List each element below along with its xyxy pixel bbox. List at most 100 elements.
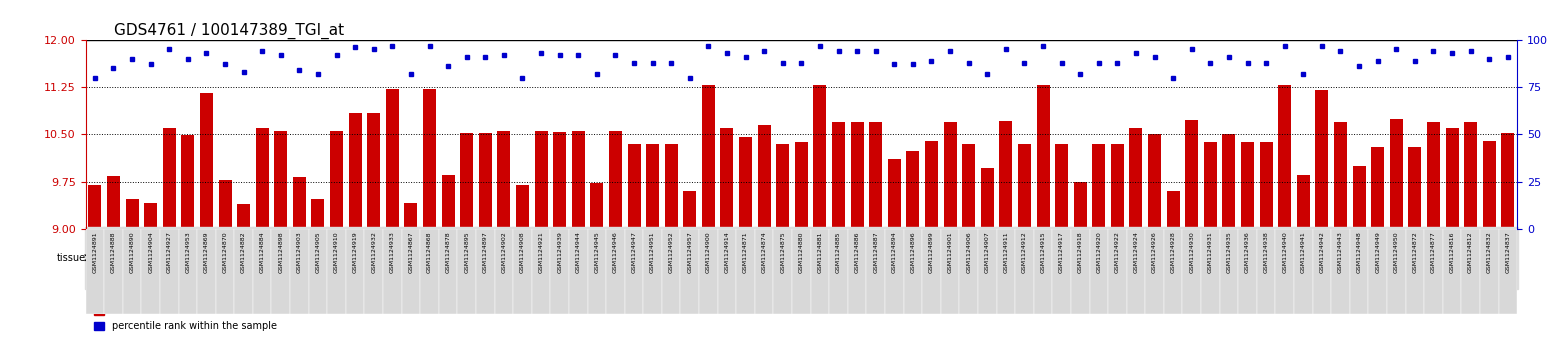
Text: GSM1124886: GSM1124886 <box>854 231 859 273</box>
Text: GSM1124905: GSM1124905 <box>316 231 321 273</box>
Text: GSM1124932: GSM1124932 <box>372 231 377 273</box>
FancyBboxPatch shape <box>345 229 364 314</box>
FancyBboxPatch shape <box>1424 229 1442 314</box>
Bar <box>1390 119 1404 229</box>
Text: GSM1124922: GSM1124922 <box>1116 231 1120 273</box>
Text: asc
ite
me
tast: asc ite me tast <box>87 238 103 278</box>
Bar <box>720 128 733 229</box>
Text: GSM1124911: GSM1124911 <box>1004 231 1008 273</box>
Text: GSM1124947: GSM1124947 <box>632 231 636 273</box>
Bar <box>943 122 957 229</box>
Text: GSM1124867: GSM1124867 <box>408 231 414 273</box>
Text: GSM1124921: GSM1124921 <box>538 231 543 273</box>
Text: GSM1124951: GSM1124951 <box>650 231 655 273</box>
FancyBboxPatch shape <box>308 229 327 314</box>
FancyBboxPatch shape <box>1033 229 1052 314</box>
FancyBboxPatch shape <box>569 229 588 314</box>
Bar <box>646 144 660 229</box>
Bar <box>776 144 789 229</box>
FancyBboxPatch shape <box>476 229 699 287</box>
FancyBboxPatch shape <box>1405 229 1517 287</box>
Text: GSM1124837: GSM1124837 <box>1505 231 1511 273</box>
Text: GSM1124902: GSM1124902 <box>501 231 506 273</box>
FancyBboxPatch shape <box>1127 229 1145 314</box>
FancyBboxPatch shape <box>86 229 104 314</box>
FancyBboxPatch shape <box>792 229 811 314</box>
Text: GSM1124944: GSM1124944 <box>576 231 580 273</box>
FancyBboxPatch shape <box>1108 229 1127 314</box>
FancyBboxPatch shape <box>680 229 699 314</box>
Bar <box>1148 134 1161 229</box>
Bar <box>1092 144 1105 229</box>
Bar <box>608 131 622 229</box>
Text: GSM1124918: GSM1124918 <box>1078 231 1083 273</box>
Bar <box>980 168 994 229</box>
Text: GSM1124949: GSM1124949 <box>1376 231 1380 273</box>
FancyBboxPatch shape <box>401 229 420 314</box>
Text: GSM1124946: GSM1124946 <box>613 231 618 273</box>
Text: GSM1124875: GSM1124875 <box>780 231 786 273</box>
Text: liver metastasis: liver metastasis <box>554 253 621 262</box>
Bar <box>218 180 232 229</box>
FancyBboxPatch shape <box>1089 229 1108 314</box>
Bar <box>386 89 398 229</box>
Bar <box>1352 166 1366 229</box>
FancyBboxPatch shape <box>607 229 624 314</box>
FancyBboxPatch shape <box>923 229 941 314</box>
FancyBboxPatch shape <box>736 229 1405 287</box>
FancyBboxPatch shape <box>588 229 607 314</box>
Bar <box>1204 142 1217 229</box>
Bar <box>1371 147 1385 229</box>
Bar <box>1186 121 1198 229</box>
Bar <box>1111 144 1123 229</box>
Text: GSM1124952: GSM1124952 <box>669 231 674 273</box>
Text: GSM1124812: GSM1124812 <box>1469 231 1474 273</box>
Bar <box>924 141 938 229</box>
Text: GSM1124897: GSM1124897 <box>482 231 487 273</box>
Text: GSM1124895: GSM1124895 <box>464 231 470 273</box>
FancyBboxPatch shape <box>1313 229 1332 314</box>
Text: GSM1124816: GSM1124816 <box>1450 231 1455 273</box>
FancyBboxPatch shape <box>254 229 271 314</box>
FancyBboxPatch shape <box>551 229 569 314</box>
FancyBboxPatch shape <box>235 229 254 314</box>
Text: GSM1124872: GSM1124872 <box>1413 231 1418 273</box>
Text: GSM1124928: GSM1124928 <box>1170 231 1176 273</box>
Text: GSM1124894: GSM1124894 <box>892 231 896 273</box>
Bar <box>107 176 120 229</box>
FancyBboxPatch shape <box>160 229 179 314</box>
Bar <box>1260 142 1273 229</box>
FancyBboxPatch shape <box>1442 229 1461 314</box>
Text: GSM1124931: GSM1124931 <box>1207 231 1212 273</box>
FancyBboxPatch shape <box>179 229 198 314</box>
Bar <box>907 151 920 229</box>
Bar <box>962 144 976 229</box>
FancyBboxPatch shape <box>289 229 308 314</box>
Bar <box>1242 142 1254 229</box>
Bar <box>702 85 714 229</box>
Text: GSM1124908: GSM1124908 <box>520 231 524 273</box>
FancyBboxPatch shape <box>532 229 551 314</box>
Text: GSM1124948: GSM1124948 <box>1357 231 1362 273</box>
Bar <box>1315 90 1329 229</box>
FancyBboxPatch shape <box>661 229 680 314</box>
Bar <box>423 89 436 229</box>
FancyBboxPatch shape <box>904 229 923 314</box>
FancyBboxPatch shape <box>198 229 216 314</box>
Text: GSM1124953: GSM1124953 <box>185 231 190 273</box>
Bar <box>739 138 752 229</box>
FancyBboxPatch shape <box>104 229 123 314</box>
Bar <box>571 131 585 229</box>
Text: local metastasis in the breast: local metastasis in the breast <box>255 253 380 262</box>
FancyBboxPatch shape <box>1239 229 1257 314</box>
Text: GDS4761 / 100147389_TGI_at: GDS4761 / 100147389_TGI_at <box>114 23 344 38</box>
Bar <box>851 122 864 229</box>
FancyBboxPatch shape <box>1220 229 1239 314</box>
Bar <box>1130 128 1142 229</box>
Text: GSM1124945: GSM1124945 <box>594 231 599 273</box>
Bar <box>145 203 157 229</box>
FancyBboxPatch shape <box>364 229 383 314</box>
FancyBboxPatch shape <box>624 229 643 314</box>
Text: GSM1124915: GSM1124915 <box>1041 231 1046 273</box>
FancyBboxPatch shape <box>1332 229 1349 314</box>
